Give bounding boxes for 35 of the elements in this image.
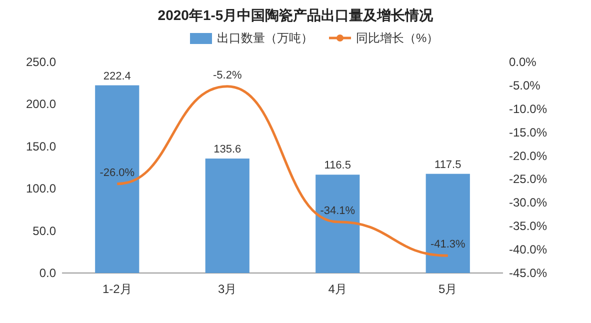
bar [316, 174, 360, 273]
y-tick-label: 100.0 [26, 182, 56, 196]
data-label: 135.6 [214, 144, 242, 156]
y2-tick-label: -35.0% [509, 219, 548, 234]
y-tick-label: 0.0 [39, 266, 56, 280]
bar [205, 158, 250, 273]
data-label: 117.5 [434, 158, 462, 171]
y2-tick-label: -20.0% [509, 148, 548, 163]
legend-label: 出口数量（万吨） [217, 31, 313, 45]
y2-tick-label: -40.0% [509, 242, 548, 257]
x-tick-label: 5月 [438, 282, 458, 296]
y2-tick-label: -15.0% [509, 125, 548, 140]
data-label: -5.2% [213, 69, 242, 82]
data-label: 222.4 [103, 70, 131, 82]
x-tick-label: 1-2月 [102, 282, 132, 296]
data-label: -26.0% [100, 166, 135, 179]
y2-tick-label: -10.0% [509, 102, 548, 116]
bar [426, 174, 470, 273]
data-label: 116.5 [324, 160, 351, 172]
y2-tick-label: -45.0% [509, 266, 548, 280]
y2-tick-label: -5.0% [509, 78, 541, 92]
chart-title: 2020年1-5月中国陶瓷产品出口量及增长情况 [158, 7, 434, 23]
y2-tick-label: -30.0% [509, 196, 548, 210]
y2-tick-label: 0.0% [509, 55, 537, 69]
x-tick-label: 3月 [218, 282, 237, 296]
y-tick-label: 250.0 [26, 55, 56, 69]
data-label: -41.3% [430, 238, 466, 251]
legend-label: 同比增长（%） [356, 31, 439, 45]
bar [95, 85, 140, 273]
data-label: -34.1% [320, 204, 356, 217]
y-tick-label: 200.0 [26, 97, 56, 112]
y-tick-label: 50.0 [32, 224, 56, 238]
y-tick-label: 150.0 [26, 139, 56, 154]
x-tick-label: 4月 [328, 282, 347, 296]
y2-tick-label: -25.0% [509, 172, 548, 186]
